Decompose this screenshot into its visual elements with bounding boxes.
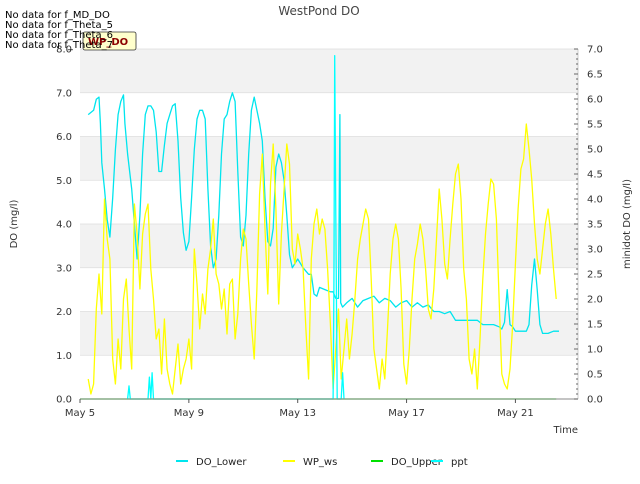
y-tick-label-left: 1.0 [56, 351, 72, 362]
y-ticks-right: 0.0 0.5 1.0 1.5 2.0 2.5 3.0 3.5 4.0 4.5 5.0 5.5 6.0 6… [574, 45, 603, 406]
y-tick-label-right: 3.0 [587, 245, 603, 256]
y-ticks-left: 0.0 1.0 2.0 3.0 4.0 5.0 6.0 7.0 8.0 [56, 45, 72, 406]
background-band [80, 136, 578, 181]
y-tick-label-right: 2.0 [587, 295, 603, 306]
y-tick-label-right: 5.5 [587, 120, 603, 131]
series-line-wp-ws [87, 123, 557, 395]
legend-label: WP_ws [303, 457, 337, 468]
y-tick-label-right: 0.0 [587, 395, 603, 406]
y-tick-label-right: 1.0 [587, 345, 603, 356]
y-tick-label-left: 7.0 [56, 88, 72, 99]
legend-label: ppt [451, 457, 468, 468]
background-band [80, 180, 578, 224]
no-data-message: No data for f_MD_DO [5, 10, 110, 21]
chart-title: WestPond DO [278, 4, 359, 18]
legend: DO_Lower WP_ws DO_Upper ppt [176, 457, 468, 468]
tooltip-label: WP_DO [88, 37, 128, 48]
x-axis-label: Time [553, 425, 578, 436]
background-band [80, 92, 578, 137]
y-tick-label-right: 5.0 [587, 145, 603, 156]
x-ticks: May 5 May 9 May 13 May 17 May 21 [65, 399, 534, 419]
no-data-messages: WP_DO No data for f_MD_DO No data for f_… [5, 10, 137, 51]
y-tick-label-right: 2.5 [587, 270, 603, 281]
y-tick-label-right: 6.5 [587, 70, 603, 81]
no-data-message: No data for f_Theta_5 [5, 20, 113, 31]
background-bands [80, 49, 578, 399]
y-tick-label-right: 3.5 [587, 220, 603, 231]
x-tick-label: May 13 [279, 408, 316, 419]
y-axis-label-right: minidot DO (mg/l) [622, 179, 633, 269]
tooltip-box [82, 31, 137, 51]
y-tick-label-left: 3.0 [56, 263, 72, 274]
y-tick-label-left: 2.0 [56, 307, 72, 318]
y-tick-label-right: 0.5 [587, 370, 603, 381]
background-band [80, 224, 578, 268]
legend-label: DO_Lower [196, 457, 247, 468]
y-tick-label-left: 6.0 [56, 132, 72, 143]
x-tick-label: May 9 [174, 408, 204, 419]
x-tick-label: May 5 [65, 408, 95, 419]
y-tick-label-left: 8.0 [56, 45, 72, 56]
legend-label: DO_Upper [391, 457, 443, 468]
no-data-message: No data for f_Theta_7 [5, 40, 113, 51]
background-band [80, 355, 578, 399]
y-tick-label-right: 4.0 [587, 195, 603, 206]
y-tick-label-left: 4.0 [56, 220, 72, 231]
y-axis-label-left: DO (mg/l) [9, 200, 20, 249]
y-tick-label-right: 4.5 [587, 170, 603, 181]
y-tick-label-left: 5.0 [56, 176, 72, 187]
y-tick-label-right: 7.0 [587, 45, 603, 56]
y-tick-label-right: 1.5 [587, 320, 603, 331]
x-tick-label: May 17 [388, 408, 425, 419]
background-band [80, 49, 578, 93]
y-tick-label-right: 6.0 [587, 95, 603, 106]
y-tick-label-left: 0.0 [56, 395, 72, 406]
no-data-message: No data for f_Theta_6 [5, 30, 113, 41]
x-tick-label: May 21 [497, 408, 534, 419]
